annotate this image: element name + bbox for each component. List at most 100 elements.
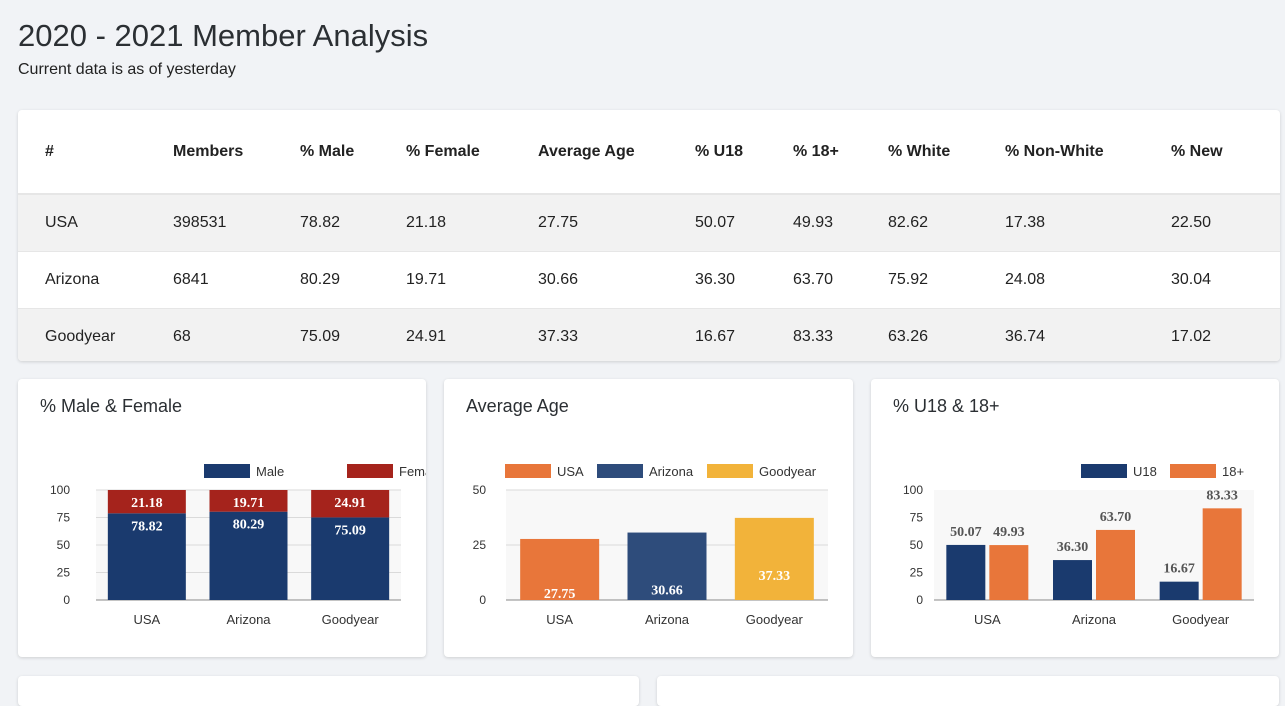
y-tick-label: 50 [910, 538, 924, 552]
table-row: USA 398531 78.82 21.18 27.75 50.07 49.93… [18, 193, 1280, 252]
table-cell: 75.09 [300, 308, 406, 361]
data-label: 63.70 [1100, 510, 1132, 525]
bar-female [209, 490, 288, 512]
bar-male [107, 513, 186, 600]
bottom-left-card [18, 676, 639, 706]
average-age-chart-card: Average Age 0 25 50 27.75 USA 30.66 Arizona 37.… [444, 379, 853, 657]
table-cell: 27.75 [538, 193, 695, 252]
x-tick-label: Goodyear [1172, 612, 1230, 627]
x-tick-label: Arizona [226, 612, 271, 627]
column-header[interactable]: Average Age [538, 110, 695, 195]
column-header[interactable]: % Non-White [1005, 110, 1171, 195]
table-cell: USA [18, 193, 173, 252]
y-tick-label: 25 [473, 538, 487, 552]
column-header[interactable]: % U18 [695, 110, 793, 195]
y-tick-label: 100 [903, 483, 923, 497]
legend-swatch [707, 464, 753, 478]
x-tick-label: Goodyear [746, 612, 804, 627]
bar-adult [1096, 529, 1135, 600]
table-cell: 36.30 [695, 251, 793, 309]
table-cell: 30.66 [538, 251, 695, 309]
x-tick-label: Arizona [645, 612, 690, 627]
data-label: 49.93 [993, 525, 1025, 540]
x-tick-label: Arizona [1072, 612, 1117, 627]
legend-label: Female [399, 464, 426, 479]
bar-female [107, 490, 186, 514]
y-tick-label: 100 [50, 483, 70, 497]
legend-label: 18+ [1222, 464, 1244, 479]
x-tick-label: USA [546, 612, 573, 627]
column-header[interactable]: % 18+ [793, 110, 888, 195]
chart-title: % Male & Female [40, 396, 183, 416]
legend-label: Male [256, 464, 284, 479]
bar-u18 [1159, 581, 1199, 600]
table-cell: 21.18 [406, 193, 538, 252]
table-cell: 83.33 [793, 308, 888, 361]
table-cell: 17.38 [1005, 193, 1171, 252]
chart-title: % U18 & 18+ [893, 396, 1000, 416]
column-header[interactable]: Members [173, 110, 300, 195]
member-summary-card: # Members % Male % Female Average Age % … [18, 110, 1280, 361]
chart-title: Average Age [466, 396, 569, 416]
plot-area [934, 490, 1254, 600]
x-tick-label: USA [133, 612, 160, 627]
bottom-right-card [657, 676, 1279, 706]
column-header[interactable]: % White [888, 110, 1005, 195]
x-tick-label: USA [974, 612, 1001, 627]
y-tick-label: 25 [57, 566, 71, 580]
bar [627, 532, 707, 600]
legend-swatch [505, 464, 551, 478]
legend-swatch [1170, 464, 1216, 478]
table-cell: 80.29 [300, 251, 406, 309]
legend-label: Goodyear [759, 464, 817, 479]
legend-swatch [1081, 464, 1127, 478]
column-header[interactable]: % Female [406, 110, 538, 195]
table-cell: Arizona [18, 251, 173, 309]
bar-adult [989, 545, 1029, 600]
table-cell: 75.92 [888, 251, 1005, 309]
y-tick-label: 0 [63, 593, 70, 607]
data-label: 50.07 [950, 525, 982, 540]
data-label: 36.30 [1057, 540, 1089, 555]
bar [734, 517, 814, 600]
column-header[interactable]: % Male [300, 110, 406, 195]
table-cell: 49.93 [793, 193, 888, 252]
table-cell: 37.33 [538, 308, 695, 361]
page-title: 2020 - 2021 Member Analysis [18, 18, 429, 53]
table-cell: 82.62 [888, 193, 1005, 252]
data-label: 83.33 [1206, 488, 1238, 503]
y-tick-label: 75 [57, 511, 71, 525]
bar-u18 [1053, 560, 1092, 600]
data-label: 24.91 [334, 496, 366, 511]
table-cell: 50.07 [695, 193, 793, 252]
y-tick-label: 50 [473, 483, 487, 497]
table-cell: Goodyear [18, 308, 173, 361]
u18-adult-chart: 0 25 50 75 100 50.07 49.93 USA 36.30 63.70 Arizona… [903, 464, 1254, 627]
data-label: 19.71 [233, 496, 265, 511]
bar-male [209, 511, 288, 600]
u18-adult-chart-card: % U18 & 18+ 0 25 50 75 100 50.07 49.93 USA 36.30… [871, 379, 1279, 657]
legend-swatch [347, 464, 393, 478]
table-cell: 63.26 [888, 308, 1005, 361]
data-label: 80.29 [233, 518, 265, 533]
table-cell: 36.74 [1005, 308, 1171, 361]
column-header[interactable]: # [18, 110, 173, 195]
legend-label: Arizona [649, 464, 694, 479]
table-cell: 398531 [173, 193, 300, 252]
table-cell: 22.50 [1171, 193, 1280, 252]
x-tick-label: Goodyear [322, 612, 380, 627]
table-cell: 24.08 [1005, 251, 1171, 309]
table-cell: 16.67 [695, 308, 793, 361]
y-tick-label: 0 [479, 593, 486, 607]
bar-male [311, 517, 390, 600]
bar [520, 538, 600, 600]
table-cell: 68 [173, 308, 300, 361]
y-tick-label: 25 [910, 566, 924, 580]
table-header-row: # Members % Male % Female Average Age % … [18, 110, 1280, 195]
table-row: Arizona 6841 80.29 19.71 30.66 36.30 63.… [18, 251, 1280, 309]
column-header[interactable]: % New [1171, 110, 1280, 195]
table-cell: 17.02 [1171, 308, 1280, 361]
bar-u18 [946, 544, 986, 600]
y-tick-label: 75 [910, 511, 924, 525]
table-row: Goodyear 68 75.09 24.91 37.33 16.67 83.3… [18, 308, 1280, 361]
